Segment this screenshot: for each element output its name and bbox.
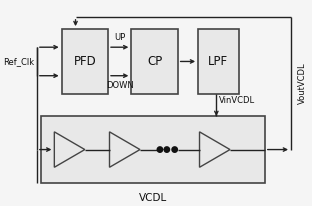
Text: LPF: LPF bbox=[208, 55, 228, 68]
Bar bbox=[131, 29, 178, 94]
Bar bbox=[198, 29, 239, 94]
Polygon shape bbox=[54, 132, 85, 167]
Bar bbox=[61, 29, 108, 94]
Polygon shape bbox=[199, 132, 230, 167]
Text: VinVCDL: VinVCDL bbox=[219, 96, 256, 105]
Text: Ref_Clk: Ref_Clk bbox=[3, 57, 34, 66]
Text: PFD: PFD bbox=[73, 55, 96, 68]
Text: VCDL: VCDL bbox=[139, 193, 167, 203]
Text: ●●●: ●●● bbox=[156, 145, 179, 154]
Polygon shape bbox=[110, 132, 140, 167]
Text: CP: CP bbox=[147, 55, 162, 68]
Text: UP: UP bbox=[114, 33, 125, 42]
Text: VoutVCDL: VoutVCDL bbox=[298, 62, 307, 104]
Text: DOWN: DOWN bbox=[106, 81, 134, 90]
Bar bbox=[41, 116, 265, 183]
